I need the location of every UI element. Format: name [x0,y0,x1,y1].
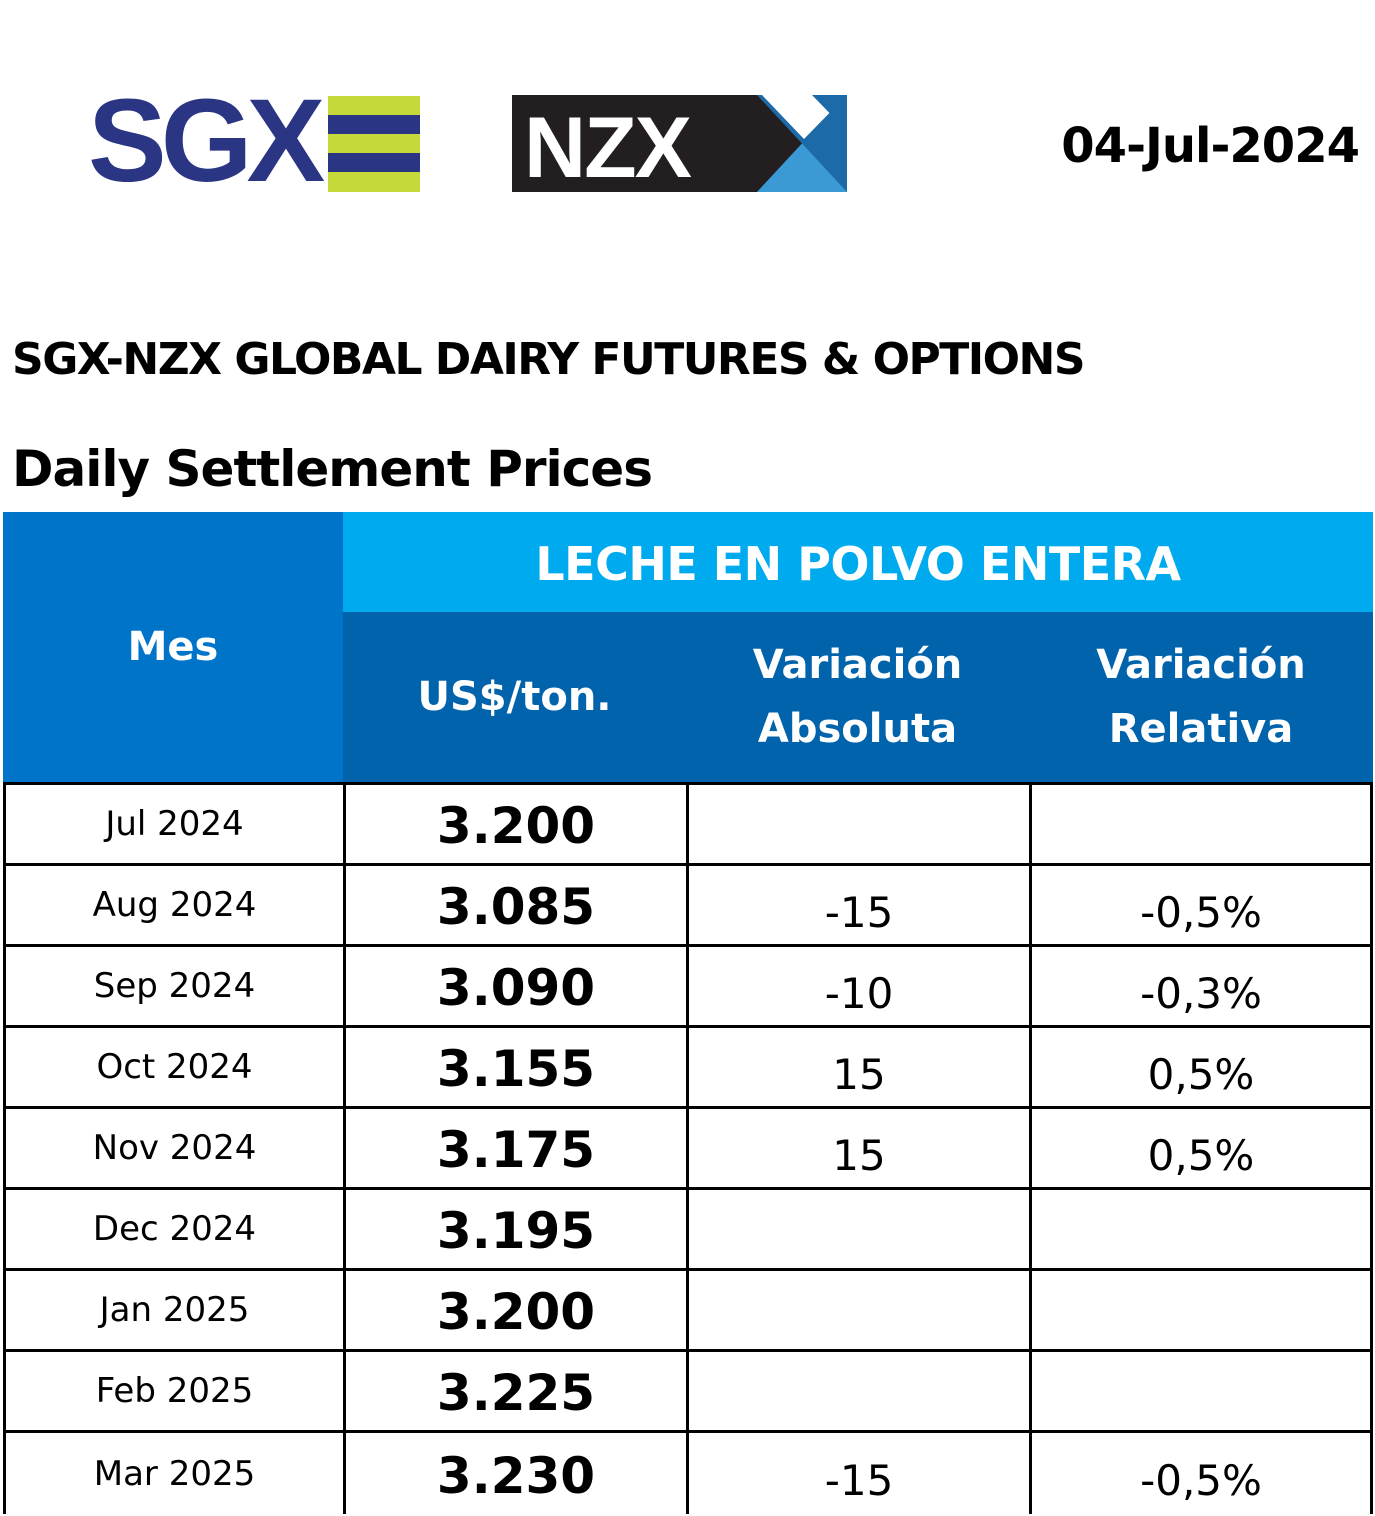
row-price: 3.225 [343,1352,686,1430]
row-price: 3.155 [343,1028,686,1106]
header-product: LECHE EN POLVO ENTERA [343,512,1373,612]
row-abs-variation: -10 [686,947,1029,1025]
row-abs-variation: 15 [686,1028,1029,1106]
row-month: Jul 2024 [3,785,343,863]
header-rel-variation: Variación Relativa [1096,642,1306,752]
row-month: Dec 2024 [3,1190,343,1268]
table-row: Oct 2024 3.155 15 0,5% [3,1028,1373,1109]
nzx-logo: NZX [512,95,847,192]
row-price: 3.200 [343,785,686,863]
row-rel-variation [1029,1352,1373,1430]
row-month: Feb 2025 [3,1352,343,1430]
row-abs-variation: -15 [686,1433,1029,1514]
row-price: 3.090 [343,947,686,1025]
row-month: Nov 2024 [3,1109,343,1187]
row-rel-variation: -0,3% [1029,947,1373,1025]
row-price: 3.195 [343,1190,686,1268]
row-month: Sep 2024 [3,947,343,1025]
row-month: Aug 2024 [3,866,343,944]
row-month: Mar 2025 [3,1433,343,1514]
row-month: Jan 2025 [3,1271,343,1349]
row-abs-variation: -15 [686,866,1029,944]
table-row: Jan 2025 3.200 [3,1271,1373,1352]
table-row: Dec 2024 3.195 [3,1190,1373,1271]
table-row: Sep 2024 3.090 -10 -0,3% [3,947,1373,1028]
nzx-logo-text: NZX [524,100,692,192]
sgx-stripes-icon [328,96,420,192]
row-abs-variation [686,1352,1029,1430]
row-abs-variation: 15 [686,1109,1029,1187]
sgx-logo-text: SGX [88,75,325,207]
table-row: Mar 2025 3.230 -15 -0,5% [3,1433,1373,1514]
row-rel-variation [1029,1271,1373,1349]
table-row: Feb 2025 3.225 [3,1352,1373,1433]
row-rel-variation: 0,5% [1029,1028,1373,1106]
row-price: 3.230 [343,1433,686,1514]
table-row: Jul 2024 3.200 [3,785,1373,866]
row-rel-variation [1029,1190,1373,1268]
table-body: Jul 2024 3.200 Aug 2024 3.085 -15 -0,5% Sep 20… [3,782,1373,1514]
header-price: US$/ton. [417,674,612,720]
page-subtitle: Daily Settlement Prices [12,440,653,498]
report-date: 04-Jul-2024 [1061,118,1360,174]
header-mes: Mes [3,512,343,782]
row-abs-variation [686,1271,1029,1349]
page-title: SGX-NZX GLOBAL DAIRY FUTURES & OPTIONS [12,334,1086,385]
sgx-logo: SGX [88,82,428,200]
row-abs-variation [686,785,1029,863]
header-mes-label: Mes [127,624,219,670]
row-price: 3.085 [343,866,686,944]
row-price: 3.200 [343,1271,686,1349]
row-rel-variation: -0,5% [1029,866,1373,944]
table-row: Nov 2024 3.175 15 0,5% [3,1109,1373,1190]
row-rel-variation: -0,5% [1029,1433,1373,1514]
row-rel-variation [1029,785,1373,863]
row-rel-variation: 0,5% [1029,1109,1373,1187]
row-month: Oct 2024 [3,1028,343,1106]
header-subcolumns: US$/ton. Variación Absoluta Variación Re… [343,612,1373,782]
table-row: Aug 2024 3.085 -15 -0,5% [3,866,1373,947]
settlement-table: Mes LECHE EN POLVO ENTERA US$/ton. Varia… [3,512,1373,1516]
row-abs-variation [686,1190,1029,1268]
row-price: 3.175 [343,1109,686,1187]
header-abs-variation: Variación Absoluta [752,642,963,752]
